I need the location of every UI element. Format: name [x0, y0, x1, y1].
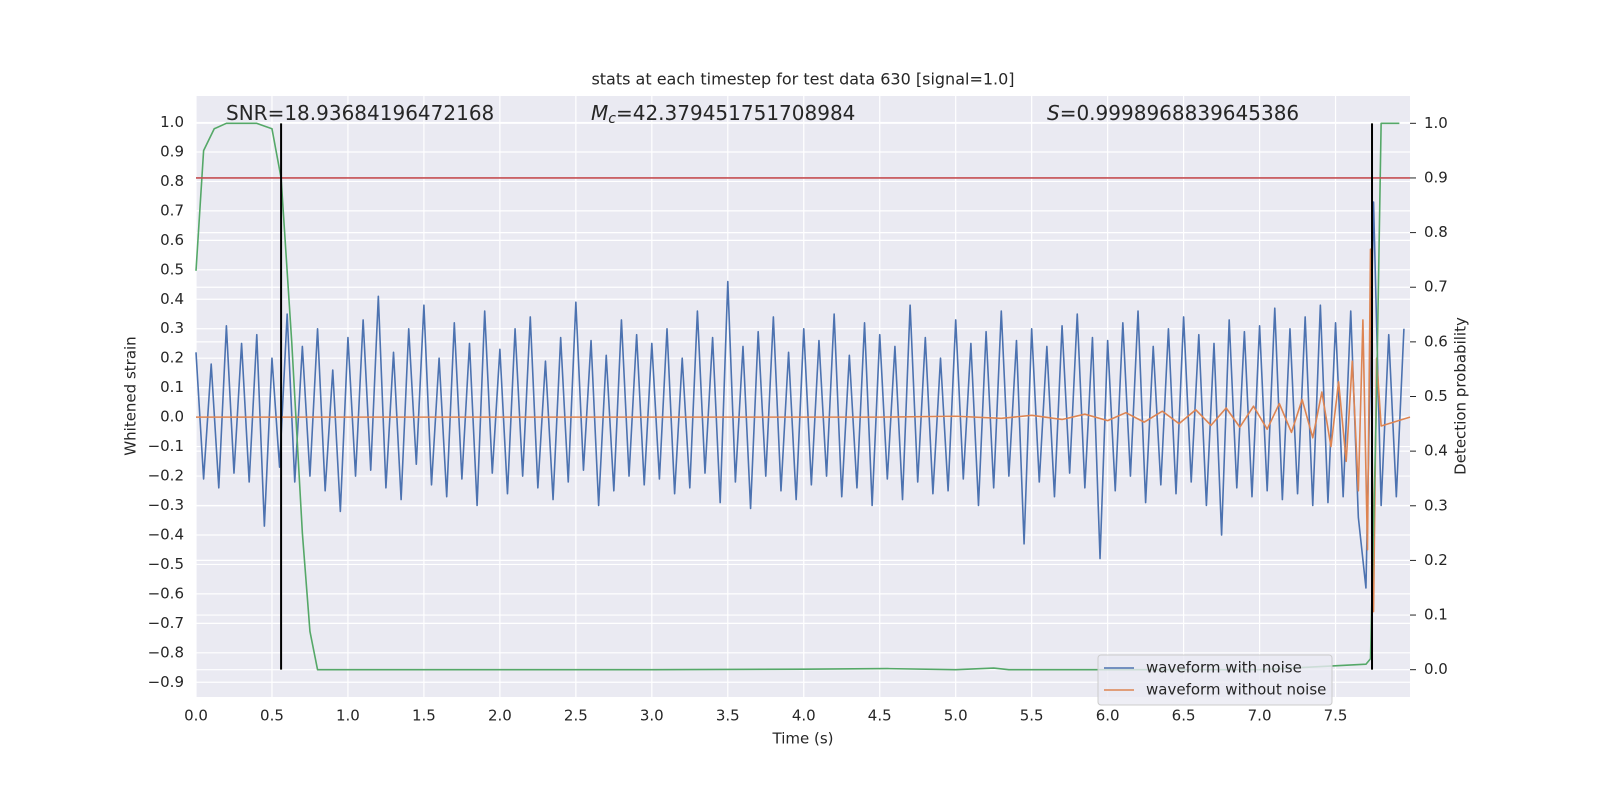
- annotation-text: =0.9998968839645386: [1060, 101, 1299, 125]
- x-tick-label: 4.0: [792, 707, 816, 725]
- legend-label: waveform with noise: [1146, 659, 1302, 677]
- y-tick-label: 0.8: [160, 172, 184, 190]
- annotation-subscript: c: [608, 111, 616, 127]
- y-tick-label: −0.9: [148, 673, 184, 691]
- series-line: [196, 248, 1411, 613]
- y-tick-label: −0.8: [148, 643, 184, 661]
- y2-tick-label: 1.0: [1424, 114, 1448, 132]
- y2-tick-label: 0.7: [1424, 278, 1448, 296]
- y-tick-label: 0.4: [160, 290, 184, 308]
- y-tick-label: −0.5: [148, 555, 184, 573]
- x-tick-label: 2.0: [488, 707, 512, 725]
- series-line: [195, 122, 1400, 671]
- x-tick-label: 7.0: [1248, 707, 1272, 725]
- annotation-symbol: SNR: [226, 101, 268, 125]
- y-tick-label: −0.7: [148, 614, 184, 632]
- x-tick-label: 0.5: [260, 707, 284, 725]
- x-tick-label: 6.0: [1096, 707, 1120, 725]
- x-tick-label: 6.5: [1172, 707, 1196, 725]
- y-tick-label: 0.1: [160, 378, 184, 396]
- chart-title: stats at each timestep for test data 630…: [591, 70, 1014, 89]
- y-tick-label: 0.5: [160, 260, 184, 278]
- y-axis-label: Whitened strain: [122, 336, 140, 455]
- y2-tick-label: 0.1: [1424, 606, 1448, 624]
- legend-box: [1097, 654, 1333, 706]
- annotation-symbol: S: [1047, 101, 1060, 125]
- annotation-text: =42.379451751708984: [616, 101, 855, 125]
- y-tick-label: −0.2: [148, 467, 184, 485]
- y2-tick-label: 0.8: [1424, 223, 1448, 241]
- y-tick-label: −0.4: [148, 525, 184, 543]
- y-tick-label: −0.6: [148, 584, 184, 602]
- annotation-text: =18.93684196472168: [268, 101, 495, 125]
- y2-tick-label: 0.6: [1424, 332, 1448, 350]
- y2-tick-label: 0.4: [1424, 442, 1448, 460]
- x-tick-label: 5.5: [1020, 707, 1044, 725]
- y-tick-label: 0.0: [160, 408, 184, 426]
- y2-tick-label: 0.3: [1424, 496, 1448, 514]
- y-tick-label: −0.1: [148, 437, 184, 455]
- annotation: Mc=42.379451751708984: [591, 101, 855, 128]
- legend-label: waveform without noise: [1146, 681, 1326, 699]
- annotation-symbol: M: [591, 101, 608, 125]
- y2-tick-label: 0.5: [1424, 387, 1448, 405]
- x-tick-label: 1.5: [412, 707, 436, 725]
- x-axis-label: Time (s): [772, 730, 834, 748]
- y2-tick-label: 0.0: [1424, 660, 1448, 678]
- annotation: S=0.9998968839645386: [1047, 101, 1299, 125]
- series-line: [195, 201, 1405, 589]
- x-tick-label: 3.0: [640, 707, 664, 725]
- grid: [195, 96, 1410, 697]
- x-tick-label: 4.5: [868, 707, 892, 725]
- y2-tick-label: 0.9: [1424, 168, 1448, 186]
- marks: [195, 122, 1411, 671]
- x-tick-label: 2.5: [564, 707, 588, 725]
- x-tick-label: 1.0: [336, 707, 360, 725]
- annotation: SNR=18.93684196472168: [226, 101, 494, 125]
- y-tick-label: 1.0: [160, 113, 184, 131]
- x-tick-label: 7.5: [1324, 707, 1348, 725]
- y-tick-label: 0.3: [160, 319, 184, 337]
- x-tick-label: 3.5: [716, 707, 740, 725]
- y-tick-label: 0.2: [160, 349, 184, 367]
- y-tick-label: 0.7: [160, 201, 184, 219]
- y2-tick-label: 0.2: [1424, 551, 1448, 569]
- legend: waveform with noise waveform without nois…: [1097, 654, 1333, 706]
- y2-axis-label: Detection probability: [1452, 317, 1470, 475]
- y-tick-label: 0.9: [160, 142, 184, 160]
- x-tick-label: 0.0: [184, 707, 208, 725]
- x-tick-label: 5.0: [944, 707, 968, 725]
- y-tick-label: −0.3: [148, 496, 184, 514]
- y-tick-label: 0.6: [160, 231, 184, 249]
